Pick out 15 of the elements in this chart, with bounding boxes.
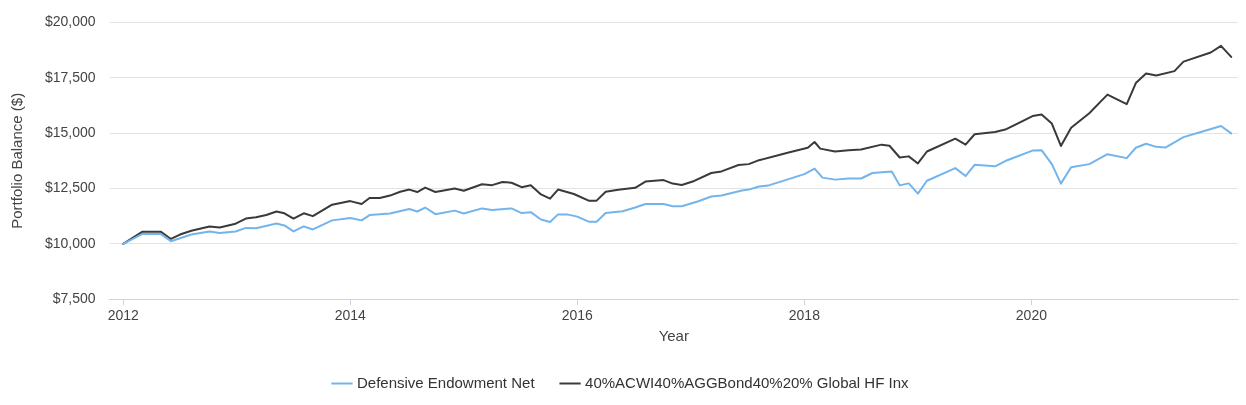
legend-label: 40%ACWI40%AGGBond40%20% Global HF Inx (585, 373, 910, 391)
x-tick-label: 2014 (334, 307, 367, 324)
y-tick-label: $15,000 (45, 123, 96, 140)
y-tick-label: $7,500 (52, 290, 96, 307)
y-tick-label: $17,500 (45, 68, 96, 85)
y-tick-label: $12,500 (45, 179, 96, 196)
x-tick-label: 2020 (1015, 307, 1048, 324)
x-tick-label: 2012 (107, 307, 140, 324)
x-tick-label: 2018 (788, 307, 821, 324)
x-tick-label: 2016 (561, 307, 594, 324)
y-tick-label: $10,000 (45, 234, 96, 251)
y-axis-title: Portfolio Balance ($) (8, 92, 26, 229)
legend-label: Defensive Endowment Net (356, 373, 536, 391)
y-tick-label: $20,000 (45, 13, 96, 30)
x-axis-title: Year (658, 327, 689, 345)
